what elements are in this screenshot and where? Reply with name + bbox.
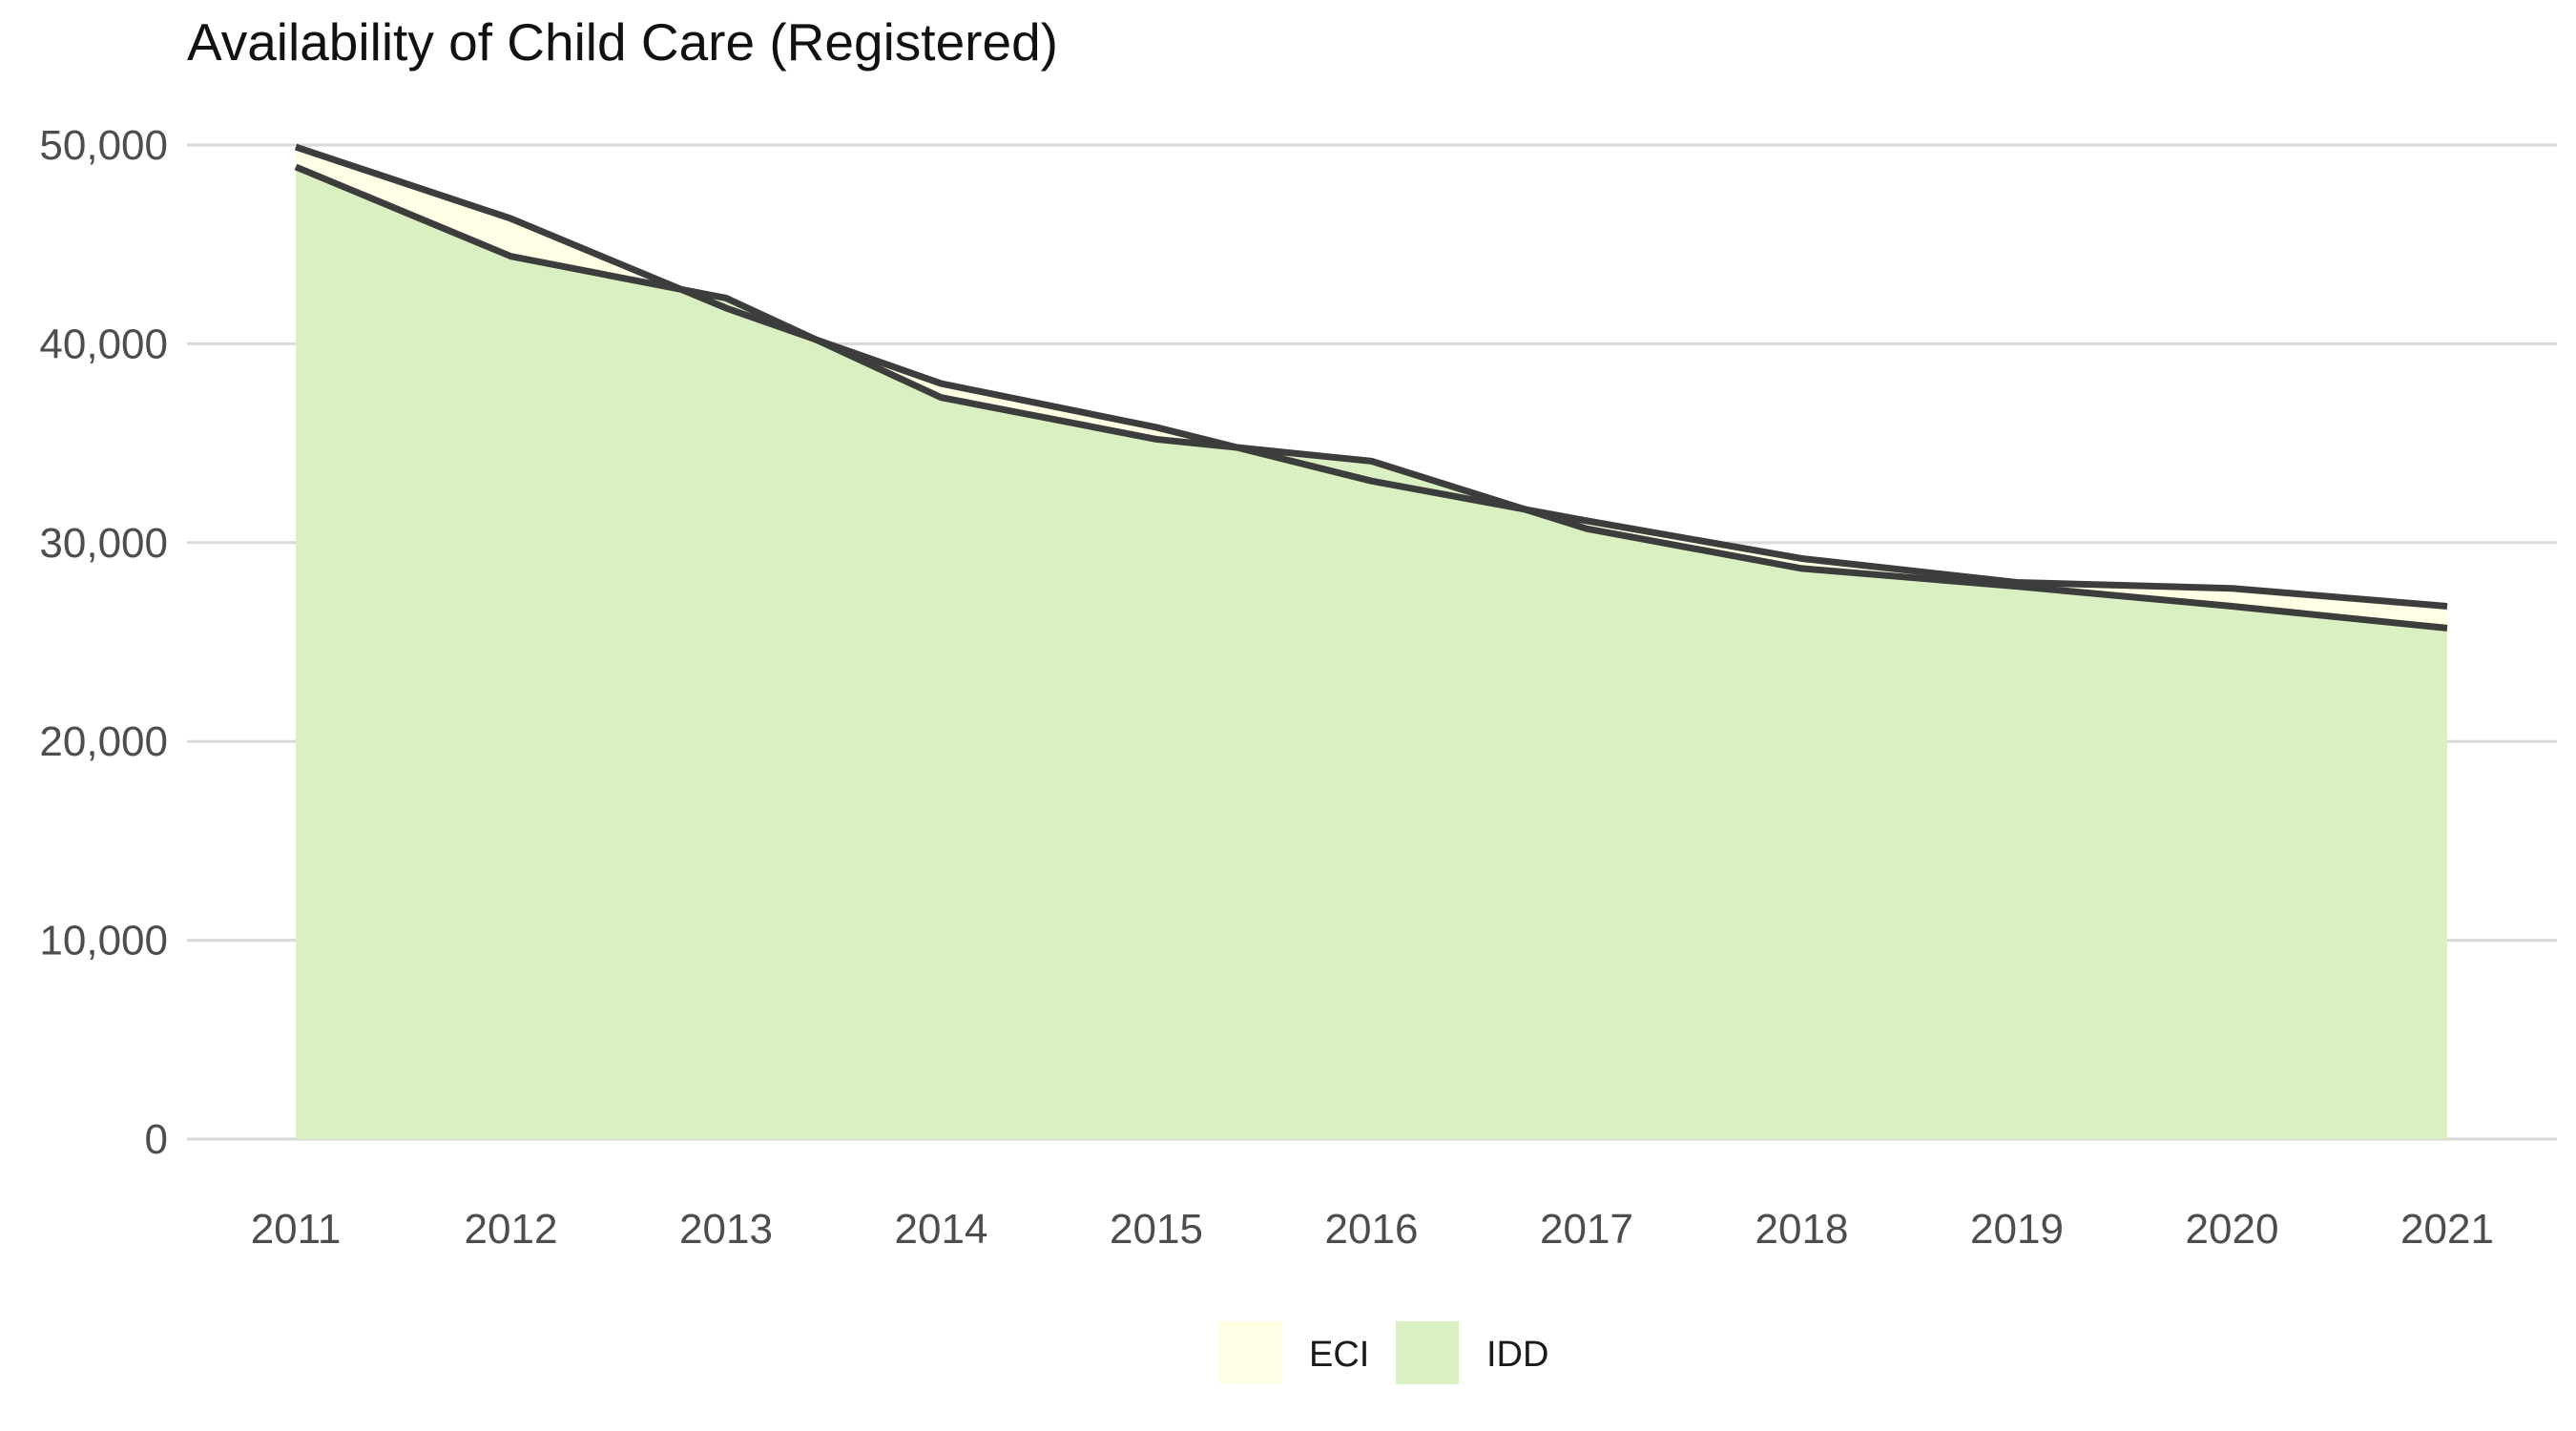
legend-label-idd: IDD <box>1486 1335 1548 1375</box>
x-tick-label: 2012 <box>465 1206 558 1253</box>
x-tick-label: 2016 <box>1325 1206 1419 1253</box>
x-tick-label: 2014 <box>895 1206 988 1253</box>
y-tick-label: 50,000 <box>39 122 168 169</box>
legend-label-eci: ECI <box>1309 1335 1369 1375</box>
y-tick-label: 0 <box>145 1116 168 1163</box>
x-tick-label: 2020 <box>2186 1206 2279 1253</box>
x-tick-label: 2017 <box>1540 1206 1633 1253</box>
area-idd <box>296 166 2447 1139</box>
y-tick-label: 40,000 <box>39 321 168 367</box>
x-axis-tick-labels: 2011 2012 2013 2014 2015 2016 2017 2018 2019 2020… <box>251 1206 2494 1253</box>
area-fills <box>296 147 2447 1140</box>
chart-title: Availability of Child Care (Registered) <box>187 12 1058 72</box>
y-tick-label: 10,000 <box>39 918 168 964</box>
legend: ECI IDD <box>1219 1321 1548 1384</box>
y-tick-label: 30,000 <box>39 520 168 567</box>
x-tick-label: 2011 <box>251 1206 342 1253</box>
y-tick-label: 20,000 <box>39 718 168 765</box>
y-axis-tick-labels: 0 10,000 20,000 30,000 40,000 50,000 <box>39 122 168 1163</box>
x-tick-label: 2018 <box>1755 1206 1849 1253</box>
series-lines <box>294 143 2448 632</box>
x-tick-label: 2013 <box>679 1206 773 1253</box>
legend-swatch-idd <box>1396 1321 1459 1384</box>
x-tick-label: 2015 <box>1110 1206 1203 1253</box>
legend-swatch-eci <box>1219 1321 1282 1384</box>
x-tick-label: 2021 <box>2400 1206 2494 1253</box>
x-tick-label: 2019 <box>1970 1206 2064 1253</box>
